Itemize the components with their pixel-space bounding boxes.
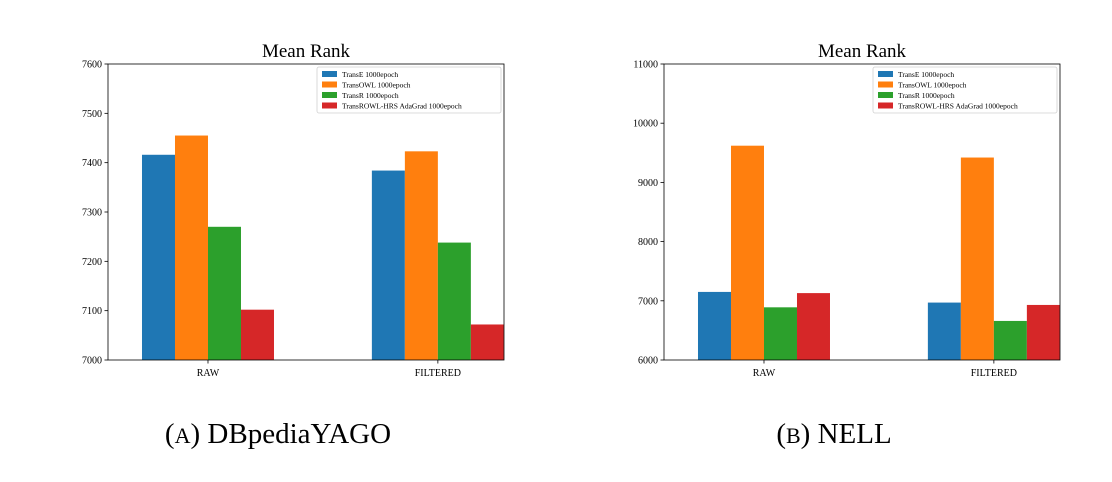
legend-swatch-2	[878, 92, 893, 98]
bar-filtered-series-3	[1026, 304, 1060, 360]
bar-filtered-series-3	[470, 324, 504, 360]
caption-dbpediayago: (A) DBpediaYAGO	[164, 418, 392, 450]
y-tick-label: 7100	[82, 306, 102, 317]
legend-label-1: TransOWL 1000epoch	[342, 81, 411, 90]
bar-chart-dbpediayago: Mean Rank RAW FILTERED 7000 7100 7200 7300 7400…	[82, 41, 505, 379]
y-tick-label: 7600	[82, 60, 102, 71]
legend-box	[872, 66, 1058, 114]
chart-title: Mean Rank	[262, 41, 351, 62]
bar-raw-series-0	[697, 291, 731, 360]
legend-swatch-3	[878, 102, 893, 109]
bar-filtered-series-0	[927, 302, 961, 360]
x-tick-label: FILTERED	[415, 368, 461, 379]
y-tick-label: 7500	[82, 109, 102, 120]
y-tick-label: 6000	[638, 356, 658, 367]
bar-filtered-series-1	[960, 157, 994, 360]
x-tick-label: FILTERED	[971, 368, 1017, 379]
legend-label-0: TransE 1000epoch	[898, 70, 954, 79]
legend-swatch-1	[322, 81, 337, 88]
legend-box	[316, 66, 502, 114]
caption-letter: A	[174, 423, 191, 448]
bar-raw-series-3	[796, 293, 830, 360]
y-tick-label: 7000	[638, 296, 658, 307]
legend-label-2: TransR 1000epoch	[898, 91, 955, 100]
y-tick-label: 8000	[638, 237, 658, 248]
y-tick-label: 10000	[633, 119, 658, 130]
bar-raw-series-1	[730, 145, 764, 360]
legend-swatch-0	[322, 71, 337, 77]
bar-raw-series-2	[207, 226, 241, 360]
chart-panel-dbpediayago: Mean Rank RAW FILTERED 7000 7100 7200 7300 7400…	[82, 41, 505, 450]
bar-filtered-series-0	[371, 170, 405, 360]
bar-chart-nell: Mean Rank RAW FILTERED 6000 7000 8000 9000 1000…	[633, 41, 1061, 379]
bar-raw-series-0	[141, 154, 175, 360]
bar-filtered-series-2	[993, 320, 1027, 360]
caption-nell: (B) NELL	[776, 418, 892, 450]
y-tick-label: 11000	[633, 60, 658, 71]
bar-raw-series-2	[763, 307, 797, 360]
bar-raw-series-3	[240, 309, 274, 360]
y-tick-label: 7200	[82, 257, 102, 268]
legend-swatch-1	[878, 81, 893, 88]
x-tick-label: RAW	[197, 368, 220, 379]
bar-raw-series-1	[174, 135, 208, 360]
chart-panel-nell: Mean Rank RAW FILTERED 6000 7000 8000 9000 1000…	[556, 0, 1112, 482]
legend-label-3: TransROWL-HRS AdaGrad 1000epoch	[898, 102, 1018, 111]
legend-swatch-2	[322, 92, 337, 98]
axes-frame	[663, 63, 1061, 361]
legend-label-1: TransOWL 1000epoch	[898, 81, 967, 90]
y-tick-label: 9000	[638, 178, 658, 189]
y-tick-label: 7400	[82, 158, 102, 169]
legend-label-3: TransROWL-HRS AdaGrad 1000epoch	[342, 102, 462, 111]
legend-label-2: TransR 1000epoch	[342, 91, 399, 100]
chart-title: Mean Rank	[818, 41, 907, 62]
legend-swatch-0	[878, 71, 893, 77]
caption-letter: B	[785, 423, 801, 448]
bar-filtered-series-1	[404, 151, 438, 360]
y-tick-label: 7300	[82, 208, 102, 219]
legend-swatch-3	[322, 102, 337, 109]
x-tick-label: RAW	[753, 368, 776, 379]
legend-label-0: TransE 1000epoch	[342, 70, 398, 79]
caption-name: NELL	[817, 418, 892, 450]
caption-name: DBpediaYAGO	[207, 418, 392, 450]
y-tick-label: 7000	[82, 356, 102, 367]
bar-filtered-series-2	[437, 242, 471, 360]
